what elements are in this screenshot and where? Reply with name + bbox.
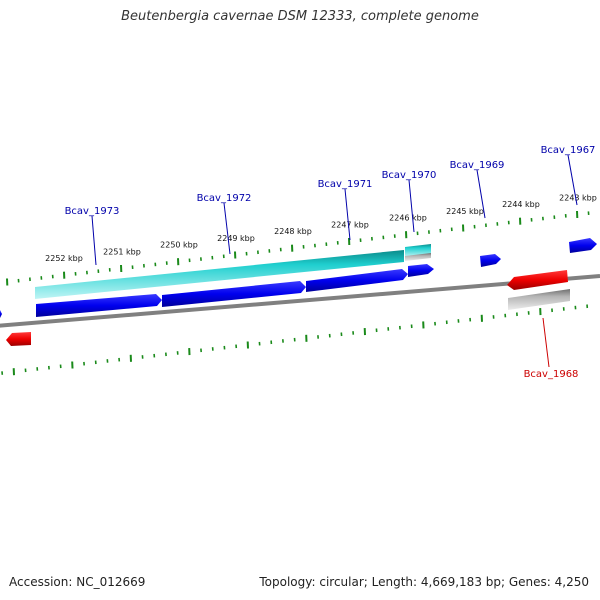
scale-label: 2249 kbp [217, 234, 255, 243]
gene-arrow-bcav-1968[interactable] [507, 270, 568, 290]
gene-label-bcav-1971[interactable]: Bcav_1971 [318, 179, 373, 190]
scale-label: 2247 kbp [331, 220, 369, 229]
gene-arrow-bcav-1969[interactable] [480, 254, 501, 267]
gene-label-bcav-1973[interactable]: Bcav_1973 [65, 206, 120, 217]
gene-arrow-offscreen-left-blue[interactable] [0, 310, 2, 318]
gene-arrow-bcav-1967[interactable] [569, 238, 597, 253]
genome-summary: Topology: circular; Length: 4,669,183 bp… [259, 575, 589, 589]
genome-title: Beutenbergia cavernae DSM 12333, complet… [121, 9, 479, 24]
gene-label-bcav-1967[interactable]: Bcav_1967 [541, 145, 596, 156]
scale-label: 2251 kbp [103, 247, 141, 256]
scale-label: 2248 kbp [274, 227, 312, 236]
gene-label-bcav-1969[interactable]: Bcav_1969 [450, 160, 505, 171]
scale-label: 2252 kbp [45, 254, 83, 263]
gene-arrow-bcav-1971[interactable] [306, 269, 408, 292]
inner-scale-ticks [1, 304, 589, 376]
outer-scale-ticks [6, 210, 590, 286]
gene-label-bcav-1968[interactable]: Bcav_1968 [524, 369, 579, 380]
gene-arrow-offscreen-left-red[interactable] [6, 332, 31, 346]
gene-arrow-bcav-1970[interactable] [408, 264, 434, 277]
pseudo-feature-band[interactable] [508, 289, 570, 310]
cds-feature-band[interactable] [35, 250, 404, 299]
scale-label: 2250 kbp [160, 241, 198, 250]
gene-label-bcav-1970[interactable]: Bcav_1970 [382, 170, 437, 181]
scale-label: 2243 kbp [559, 193, 597, 202]
scale-label: 2245 kbp [446, 207, 484, 216]
small-cds-band[interactable] [405, 244, 431, 261]
gene-label-group: Bcav_1973 Bcav_1972 Bcav_1971 Bcav_1970 … [65, 145, 596, 380]
gene-track [0, 238, 597, 346]
gene-label-bcav-1972[interactable]: Bcav_1972 [197, 193, 252, 204]
accession-label: Accession: NC_012669 [9, 575, 146, 589]
scale-label: 2244 kbp [502, 200, 540, 209]
scale-label: 2246 kbp [389, 214, 427, 223]
gene-arrow-bcav-1973[interactable] [36, 294, 162, 317]
scale-labels: 2252 kbp 2251 kbp 2250 kbp 2249 kbp 2248 kbp… [45, 193, 597, 263]
gene-arrow-bcav-1972[interactable] [162, 281, 306, 307]
